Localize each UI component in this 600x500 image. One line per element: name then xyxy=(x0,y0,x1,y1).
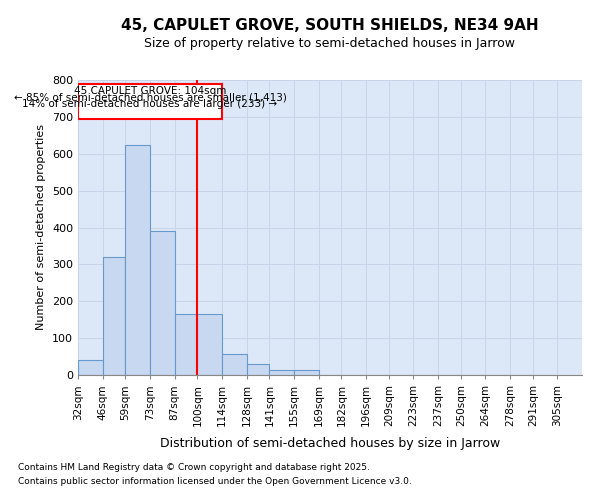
Bar xyxy=(294,370,319,375)
Text: Contains public sector information licensed under the Open Government Licence v3: Contains public sector information licen… xyxy=(18,478,412,486)
Bar xyxy=(175,314,197,375)
Bar xyxy=(222,354,247,375)
Y-axis label: Number of semi-detached properties: Number of semi-detached properties xyxy=(37,124,46,330)
Text: Contains HM Land Registry data © Crown copyright and database right 2025.: Contains HM Land Registry data © Crown c… xyxy=(18,462,370,471)
X-axis label: Distribution of semi-detached houses by size in Jarrow: Distribution of semi-detached houses by … xyxy=(160,438,500,450)
Bar xyxy=(78,360,103,375)
Text: ← 85% of semi-detached houses are smaller (1,413): ← 85% of semi-detached houses are smalle… xyxy=(14,92,286,102)
Text: 45 CAPULET GROVE: 104sqm: 45 CAPULET GROVE: 104sqm xyxy=(74,86,226,96)
Text: Size of property relative to semi-detached houses in Jarrow: Size of property relative to semi-detach… xyxy=(145,38,515,51)
Bar xyxy=(197,314,222,375)
Bar xyxy=(103,257,125,375)
Bar xyxy=(269,370,294,375)
Bar xyxy=(125,144,150,375)
Bar xyxy=(78,84,222,118)
Text: 45, CAPULET GROVE, SOUTH SHIELDS, NE34 9AH: 45, CAPULET GROVE, SOUTH SHIELDS, NE34 9… xyxy=(121,18,539,32)
Bar xyxy=(247,364,269,375)
Bar xyxy=(150,231,175,375)
Text: 14% of semi-detached houses are larger (233) →: 14% of semi-detached houses are larger (… xyxy=(22,99,278,109)
